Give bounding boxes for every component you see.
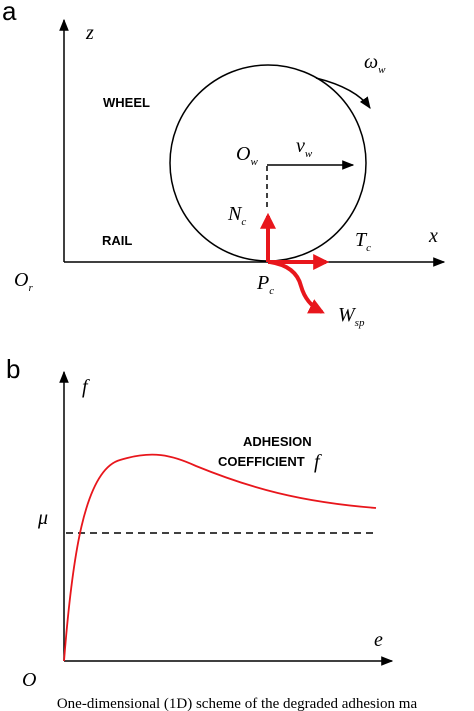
omega-label: ωw [364,51,386,76]
normal-force-label: Nc [227,203,246,228]
mu-label: μ [37,507,48,529]
panel-b-letter: b [6,354,20,384]
z-axis-label: z [85,22,94,44]
x-axis-label: x [428,225,438,247]
rotation-arrow [315,77,371,109]
contact-point-label: Pc [256,272,274,297]
wheel-center-label: Ow [236,143,258,168]
curve-label-symbol: f [314,451,322,473]
f-axis-label: f [82,376,90,398]
e-axis-label: e [374,629,383,651]
curve-label-line1: ADHESION [243,434,312,449]
curve-label-line2: COEFFICIENT [218,454,305,469]
rail-origin-label: Or [14,269,33,294]
wear-arrow [269,260,325,314]
velocity-label: vw [296,135,313,160]
rail-label: RAIL [102,233,132,248]
panel-a: a z x WHEEL RAIL ωw Ow vw Nc Tc Pc Wsp O… [2,0,446,329]
figure-caption: One-dimensional (1D) scheme of the degra… [56,697,418,711]
plot-origin-label: O [22,669,36,691]
adhesion-curve [63,453,377,662]
wheel-label: WHEEL [103,95,150,110]
tangential-force-label: Tc [355,229,371,254]
wear-label: Wsp [338,304,365,329]
panel-b: b f e O μ ADHESION COEFFICIENT f [6,354,394,691]
panel-a-letter: a [2,0,17,26]
